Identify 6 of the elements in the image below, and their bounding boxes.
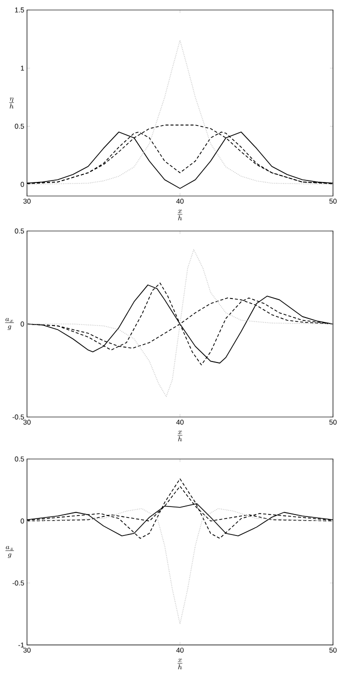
x-axis-title: $\frac{x}{h}$	[178, 210, 182, 220]
x-axis-title: $\frac{x}{h}$	[178, 430, 182, 442]
y-axis-title: $\frac{a_x}{g}$	[5, 318, 14, 330]
y-axis-title: $\frac{\eta}{h}$	[9, 97, 14, 109]
x-axis-title: $\frac{x}{h}$	[178, 658, 182, 670]
y-axis-title: $\frac{a_z}{g}$	[5, 546, 14, 558]
